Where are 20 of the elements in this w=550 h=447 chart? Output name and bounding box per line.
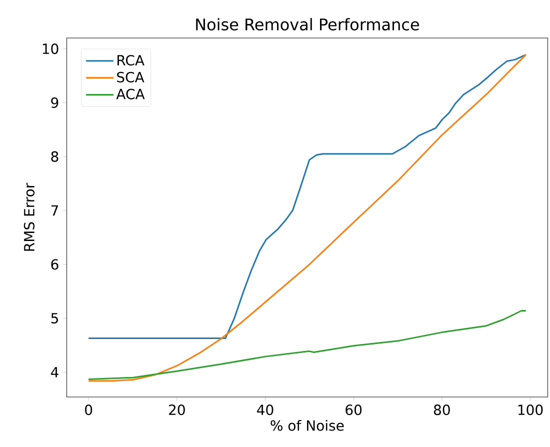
line-series [88,310,527,380]
y-tick-label: 8 [51,151,58,162]
y-tick-label: 6 [51,259,58,270]
legend-label: RCA [118,54,144,66]
x-tick-label: 60 [346,404,362,416]
x-tick-label: 80 [434,404,450,416]
x-axis-title: % of Noise [270,420,344,431]
y-tick-label: 5 [51,313,58,324]
chart-title: Noise Removal Performance [196,18,419,30]
x-tick-label: 0 [85,404,92,416]
y-axis-title: RMS Error [24,182,34,251]
y-tick-label: 7 [51,205,58,216]
x-tick-label: 100 [518,404,543,416]
y-tick-label: 10 [42,43,58,54]
legend-label: SCA [117,72,144,82]
x-tick-label: 20 [169,404,185,416]
x-tick-label: 40 [257,404,274,416]
y-tick-label: 9 [51,97,58,108]
y-tick-label: 4 [50,367,58,378]
legend-label: ACA [116,88,145,100]
